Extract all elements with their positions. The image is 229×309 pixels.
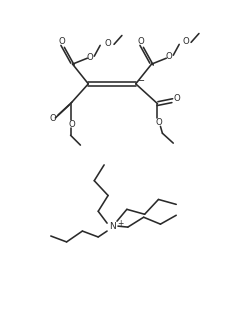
Text: N: N (109, 222, 115, 231)
Text: O: O (155, 118, 162, 127)
Text: O: O (68, 120, 75, 129)
Text: O: O (87, 53, 94, 62)
Text: O: O (183, 37, 189, 46)
Text: O: O (174, 94, 181, 103)
Text: O: O (166, 52, 173, 61)
Text: O: O (49, 114, 56, 123)
Text: −: − (137, 76, 145, 86)
Text: O: O (105, 39, 112, 48)
Text: O: O (58, 37, 65, 46)
Text: +: + (117, 219, 123, 228)
Text: O: O (137, 37, 144, 46)
